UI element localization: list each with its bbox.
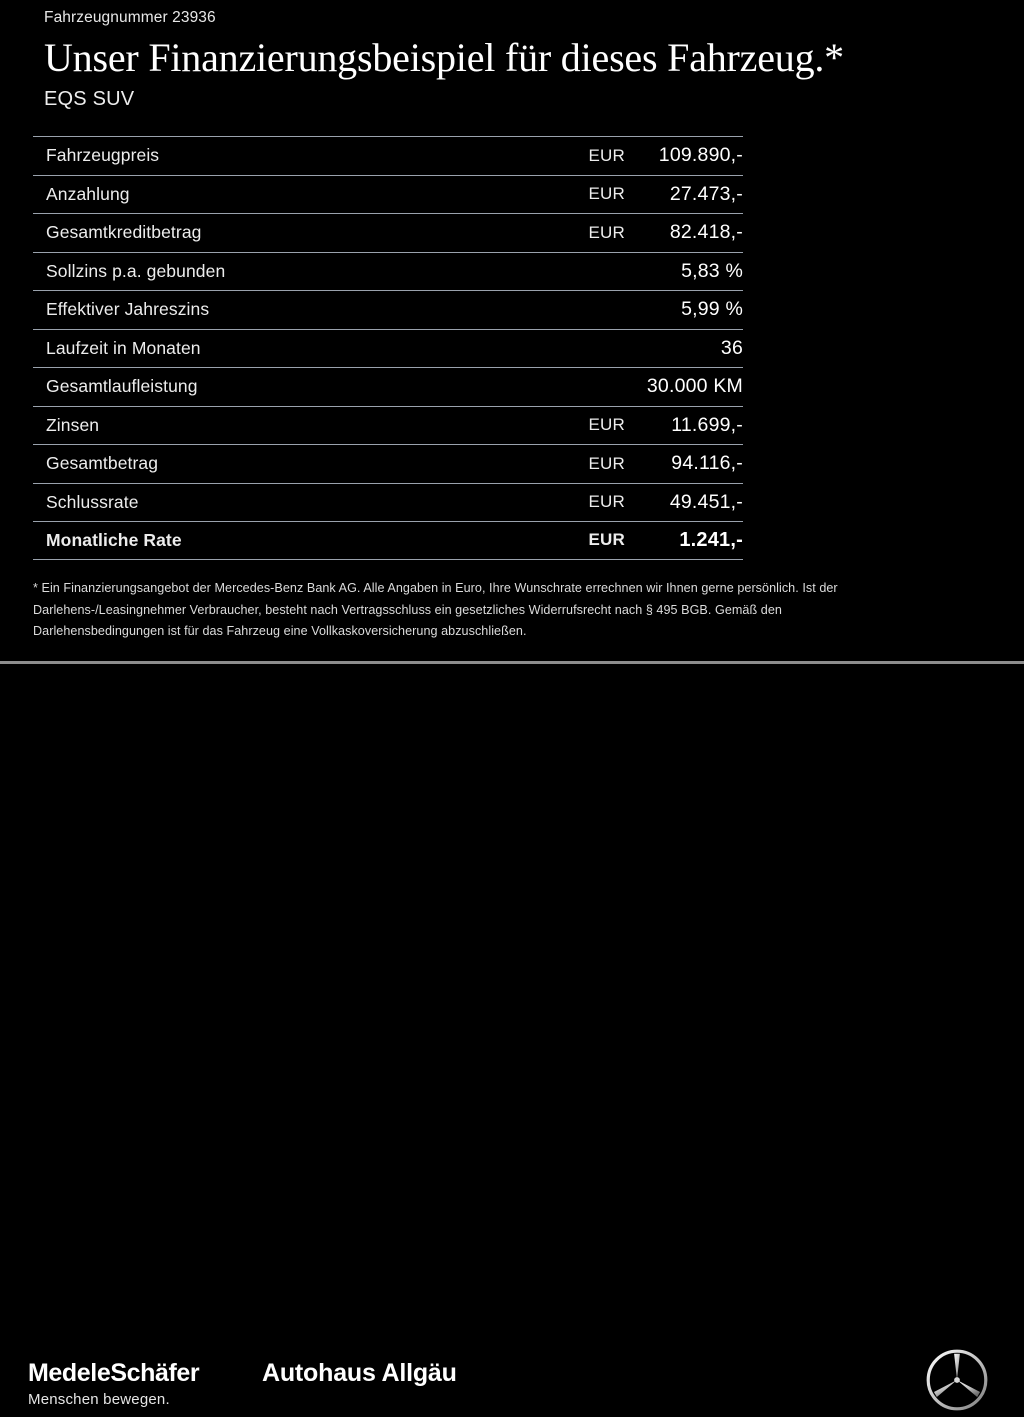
footnote: * Ein Finanzierungsangebot der Mercedes-…: [33, 581, 838, 638]
finance-table: Fahrzeugpreis EUR 109.890,- Anzahlung EUR 27.…: [33, 136, 743, 560]
row-label: Laufzeit in Monaten: [46, 337, 201, 358]
row-value: 5,99 %: [681, 298, 743, 321]
vehicle-model: EQS SUV: [44, 88, 135, 110]
row-label: Anzahlung: [46, 183, 130, 204]
row-currency: EUR: [588, 184, 625, 204]
row-value: 49.451,-: [669, 490, 743, 513]
table-row: Anzahlung EUR 27.473,-: [33, 174, 743, 214]
row-value: 30.000 KM: [646, 375, 743, 398]
table-row: Gesamtbetrag EUR 94.116,-: [33, 444, 743, 483]
dealer-secondary-name: Autohaus Allgäu: [262, 1359, 457, 1387]
row-value: 27.473,-: [669, 182, 743, 205]
dealer-primary-name: MedeleSchäfer: [28, 1359, 200, 1387]
row-label: Schlussrate: [46, 491, 139, 512]
vehicle-number: Fahrzeugnummer 23936: [44, 9, 216, 26]
row-currency: EUR: [588, 415, 625, 435]
row-label: Gesamtlaufleistung: [46, 376, 198, 397]
row-value: 5,83 %: [681, 259, 743, 282]
table-row: Sollzins p.a. gebunden 5,83 %: [33, 251, 743, 291]
row-value: 36: [720, 336, 743, 359]
table-row: Schlussrate EUR 49.451,-: [33, 482, 743, 522]
page-title: Unser Finanzierungsbeispiel für dieses F…: [44, 35, 844, 80]
row-currency: EUR: [588, 453, 625, 473]
header: Fahrzeugnummer 23936 Unser Finanzierungs…: [44, 8, 1004, 112]
dealer-primary-logo: MedeleSchäfer Menschen bewegen.: [28, 1359, 200, 1411]
table-row: Fahrzeugpreis EUR 109.890,-: [33, 136, 743, 175]
footer: MedeleSchäfer Menschen bewegen. Autohaus…: [0, 664, 1024, 1411]
row-currency: EUR: [588, 145, 625, 165]
footer-divider: [0, 661, 1024, 664]
mercedes-benz-star-icon: [925, 1348, 989, 1412]
row-label: Sollzins p.a. gebunden: [46, 260, 226, 281]
dealer-primary-tagline: Menschen bewegen.: [28, 1391, 170, 1408]
row-label: Monatliche Rate: [46, 529, 182, 550]
row-label: Gesamtbetrag: [46, 453, 159, 474]
row-currency: EUR: [588, 492, 625, 512]
row-label: Gesamtkreditbetrag: [46, 222, 202, 243]
row-currency: EUR: [588, 530, 625, 550]
row-value: 1.241,-: [679, 528, 743, 551]
finance-example-page: Fahrzeugnummer 23936 Unser Finanzierungs…: [0, 8, 1024, 1411]
table-row: Effektiver Jahreszins 5,99 %: [33, 290, 743, 329]
row-label: Fahrzeugpreis: [46, 145, 160, 166]
row-value: 82.418,-: [669, 221, 743, 244]
table-row: Gesamtkreditbetrag EUR 82.418,-: [33, 213, 743, 252]
row-label: Zinsen: [46, 414, 100, 435]
table-row: Gesamtlaufleistung 30.000 KM: [33, 367, 743, 406]
table-row: Zinsen EUR 11.699,-: [33, 405, 743, 445]
row-value: 109.890,-: [658, 144, 743, 167]
row-value: 11.699,-: [671, 413, 743, 436]
row-value: 94.116,-: [671, 452, 743, 475]
row-label: Effektiver Jahreszins: [46, 299, 210, 320]
table-row: Monatliche Rate EUR 1.241,-: [33, 521, 743, 560]
table-row: Laufzeit in Monaten 36: [33, 328, 743, 368]
row-currency: EUR: [588, 222, 625, 242]
